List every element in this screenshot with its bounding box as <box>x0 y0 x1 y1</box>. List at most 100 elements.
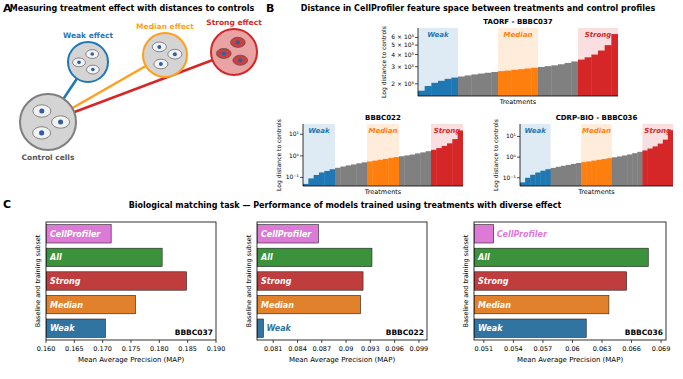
plot-area <box>418 28 618 96</box>
bar <box>425 86 432 96</box>
tick <box>415 66 418 67</box>
bar <box>257 248 372 266</box>
y-label: Baseline and training subset <box>462 234 470 327</box>
frame <box>257 222 427 340</box>
tick-label: 0.190 <box>207 345 226 353</box>
section-title: Biological matching task — Performance o… <box>129 201 562 210</box>
tick-label: 0.165 <box>65 345 84 353</box>
tick <box>46 340 47 343</box>
bar <box>617 156 623 186</box>
y-axis <box>520 124 521 186</box>
node <box>20 94 76 150</box>
bar <box>415 153 421 186</box>
bar <box>556 167 562 186</box>
band <box>520 124 551 186</box>
node-circle <box>68 42 108 82</box>
band <box>578 28 618 96</box>
x-axis <box>418 96 618 97</box>
tick-label: 4 × 10³ <box>391 51 414 58</box>
tick-label: 0.081 <box>264 345 283 353</box>
bar <box>535 173 541 186</box>
bar-label: Weak <box>50 324 75 333</box>
section-title: Distance in CellProfiler feature space b… <box>301 4 656 13</box>
bar <box>576 163 582 186</box>
x-label: Mean Average Precision (MAP) <box>289 356 396 364</box>
bar <box>578 60 585 96</box>
bar-label: Median <box>50 301 83 310</box>
band <box>642 124 673 186</box>
bar <box>565 63 572 96</box>
tick-label: 0.09 <box>339 345 353 353</box>
node-circle <box>211 29 257 75</box>
band-label: Weak <box>427 31 450 39</box>
bar <box>566 165 572 186</box>
tick <box>74 340 75 343</box>
band <box>498 28 538 96</box>
band-label: Weak <box>525 127 548 135</box>
tick-label: 10¹ <box>289 130 300 137</box>
band-label: Median <box>504 31 533 39</box>
bar <box>426 151 432 186</box>
cell <box>152 42 166 52</box>
bar <box>356 163 362 186</box>
bar <box>438 81 445 96</box>
tick <box>346 340 347 343</box>
bar-label: Median <box>261 301 294 310</box>
bar <box>346 165 352 186</box>
plot-area <box>520 124 673 186</box>
tick-label: 6 × 10³ <box>391 33 414 40</box>
node-circle <box>20 94 76 150</box>
bar <box>591 161 597 186</box>
bar <box>436 148 442 186</box>
bar <box>622 155 628 186</box>
node <box>143 33 187 77</box>
bar <box>388 158 394 186</box>
node-circle <box>143 33 187 77</box>
tick-label: 0.084 <box>288 345 307 353</box>
bar <box>458 130 463 186</box>
tick <box>415 83 418 84</box>
y-label: Log distance to controls <box>380 26 388 98</box>
tick <box>370 340 371 343</box>
tick <box>542 340 543 343</box>
bar <box>498 71 505 96</box>
node-label: Control cells <box>22 153 75 162</box>
tick-label: 10⁰ <box>289 152 300 159</box>
bar-label: Strong <box>478 277 509 286</box>
tick-label: 0.185 <box>178 345 197 353</box>
bar <box>540 171 546 186</box>
chart-title: CDRP-BIO - BBBC036 <box>556 114 638 122</box>
bar <box>591 55 598 96</box>
bar <box>530 175 536 186</box>
nucleus <box>90 52 94 56</box>
x-label: Mean Average Precision (MAP) <box>517 356 624 364</box>
tick-label: 10¹ <box>506 132 517 139</box>
tick-label: 0.051 <box>475 345 494 353</box>
bar <box>362 162 368 186</box>
band <box>303 124 335 186</box>
node <box>68 42 108 82</box>
bar <box>257 295 361 313</box>
bar <box>648 149 654 186</box>
tick-label: 0.160 <box>37 345 56 353</box>
x-label: Treatments <box>577 188 615 196</box>
bar <box>447 143 453 186</box>
tick-label: 0.063 <box>593 345 612 353</box>
tick <box>661 340 662 343</box>
bar <box>663 140 669 186</box>
tick <box>517 177 520 178</box>
tick <box>572 340 573 343</box>
tick <box>415 37 418 38</box>
bar-label: All <box>260 253 273 262</box>
cell <box>86 65 99 74</box>
bar-label: CellProfiler <box>50 230 101 239</box>
nucleus <box>173 52 177 56</box>
tick-label: 0.087 <box>312 345 331 353</box>
tick-label: 0.093 <box>361 345 380 353</box>
y-label: Log distance to controls <box>492 119 500 191</box>
tick-label: 0.099 <box>410 345 429 353</box>
tick-label: 0.054 <box>504 345 523 353</box>
tick <box>187 340 188 343</box>
bar <box>431 150 437 186</box>
tick <box>300 177 303 178</box>
